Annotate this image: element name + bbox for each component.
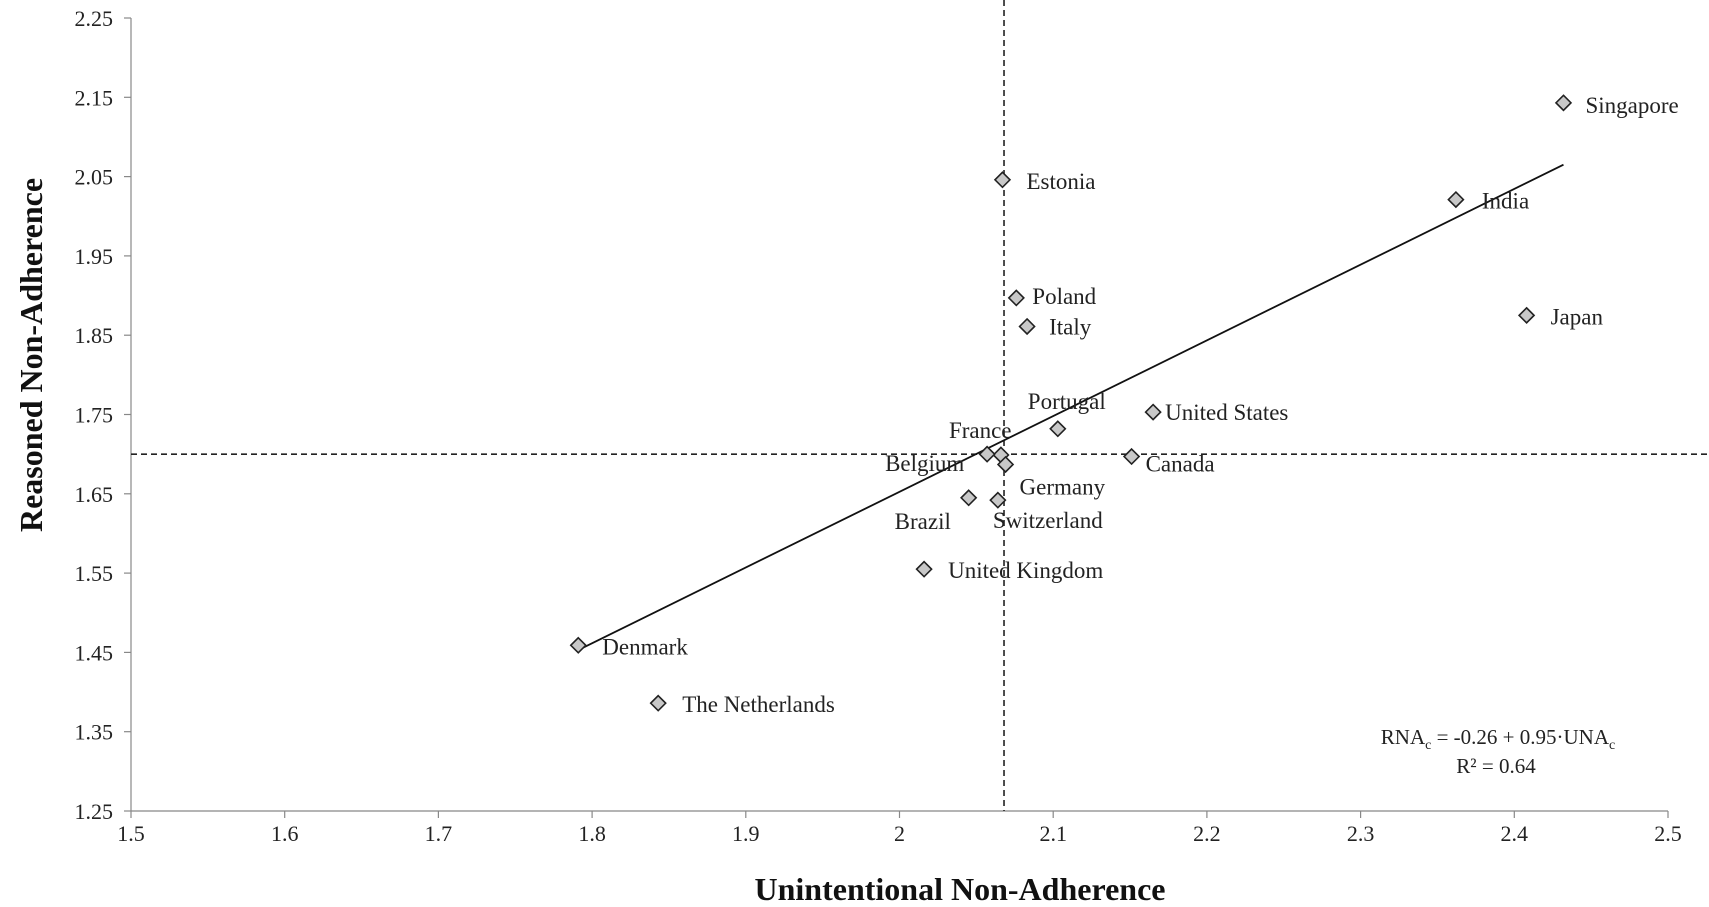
y-tick-label: 2.25 bbox=[75, 6, 114, 31]
point-label: Poland bbox=[1032, 284, 1096, 309]
x-tick-label: 2.2 bbox=[1193, 821, 1221, 846]
point-label: Canada bbox=[1146, 452, 1215, 477]
trendline-group bbox=[576, 163, 1564, 652]
point-label: France bbox=[949, 418, 1012, 443]
trendline bbox=[576, 163, 1564, 652]
x-tick-label: 1.8 bbox=[578, 821, 606, 846]
point-marker bbox=[1122, 447, 1141, 466]
point-label: Switzerland bbox=[993, 508, 1103, 533]
x-tick-label: 1.6 bbox=[271, 821, 299, 846]
y-axis-title: Reasoned Non-Adherence bbox=[13, 178, 49, 532]
y-tick-label: 1.95 bbox=[75, 244, 114, 269]
x-tick-label: 1.5 bbox=[117, 821, 145, 846]
equation-base: RNA bbox=[1381, 725, 1426, 749]
point-marker bbox=[960, 489, 978, 507]
axes bbox=[124, 17, 1669, 818]
point-marker bbox=[1447, 190, 1465, 209]
point-marker bbox=[915, 560, 933, 578]
point-marker bbox=[1554, 94, 1573, 112]
point-marker bbox=[978, 445, 996, 463]
point-label: Estonia bbox=[1026, 169, 1095, 194]
y-tick-label: 1.35 bbox=[75, 720, 114, 745]
x-tick-label: 2.5 bbox=[1654, 821, 1682, 846]
y-tick-label: 1.85 bbox=[75, 323, 114, 348]
x-tick-label: 2.3 bbox=[1347, 821, 1375, 846]
point-marker bbox=[1049, 420, 1067, 438]
regression-equation: RNAc = -0.26 + 0.95·UNAc bbox=[1381, 725, 1615, 753]
point-marker bbox=[1517, 306, 1536, 325]
point-label: Germany bbox=[1020, 474, 1106, 499]
x-tick-label: 2 bbox=[894, 821, 905, 846]
data-points bbox=[569, 94, 1573, 712]
point-label: Brazil bbox=[895, 509, 951, 534]
point-label: Belgium bbox=[885, 451, 964, 476]
point-label: India bbox=[1482, 189, 1529, 214]
r-squared: R² = 0.64 bbox=[1456, 754, 1536, 778]
point-marker bbox=[1018, 317, 1036, 336]
point-marker bbox=[1144, 403, 1162, 421]
point-label: Italy bbox=[1049, 314, 1092, 339]
y-tick-label: 1.45 bbox=[75, 640, 114, 665]
tick-labels: 1.5 1.6 1.7 1.8 1.9 2 2.1 2.2 2.3 2.4 2.5 1.25 1.35 1… bbox=[75, 6, 1682, 846]
point-marker bbox=[1007, 289, 1025, 307]
point-marker bbox=[649, 694, 667, 712]
y-tick-label: 1.55 bbox=[75, 561, 114, 586]
y-tick-label: 1.25 bbox=[75, 799, 114, 824]
point-labels: Singapore Estonia India Poland Japan Italy Uni… bbox=[602, 93, 1678, 717]
point-label: The Netherlands bbox=[682, 692, 835, 717]
point-label: Singapore bbox=[1585, 93, 1678, 118]
point-label: Japan bbox=[1551, 304, 1604, 329]
point-marker bbox=[569, 636, 587, 654]
x-tick-label: 1.9 bbox=[732, 821, 760, 846]
point-marker bbox=[989, 491, 1007, 509]
equation-body: = -0.26 + 0.95·UNA bbox=[1431, 725, 1610, 749]
x-tick-label: 2.4 bbox=[1501, 821, 1529, 846]
x-axis-title: Unintentional Non-Adherence bbox=[755, 871, 1166, 907]
y-tick-label: 1.75 bbox=[75, 403, 114, 428]
reference-lines bbox=[131, 0, 1709, 811]
point-label: United Kingdom bbox=[948, 558, 1103, 583]
x-tick-label: 1.7 bbox=[425, 821, 453, 846]
equation-sub-1: c bbox=[1425, 738, 1431, 753]
y-tick-label: 1.65 bbox=[75, 482, 114, 507]
point-label: Portugal bbox=[1028, 389, 1106, 414]
x-tick-label: 2.1 bbox=[1039, 821, 1067, 846]
point-label: Denmark bbox=[602, 634, 688, 659]
y-tick-label: 2.15 bbox=[75, 85, 114, 110]
point-marker bbox=[996, 455, 1015, 474]
equation-sub-2: c bbox=[1609, 738, 1615, 753]
point-marker bbox=[993, 171, 1012, 189]
point-label: United States bbox=[1165, 400, 1288, 425]
y-tick-label: 2.05 bbox=[75, 165, 114, 190]
